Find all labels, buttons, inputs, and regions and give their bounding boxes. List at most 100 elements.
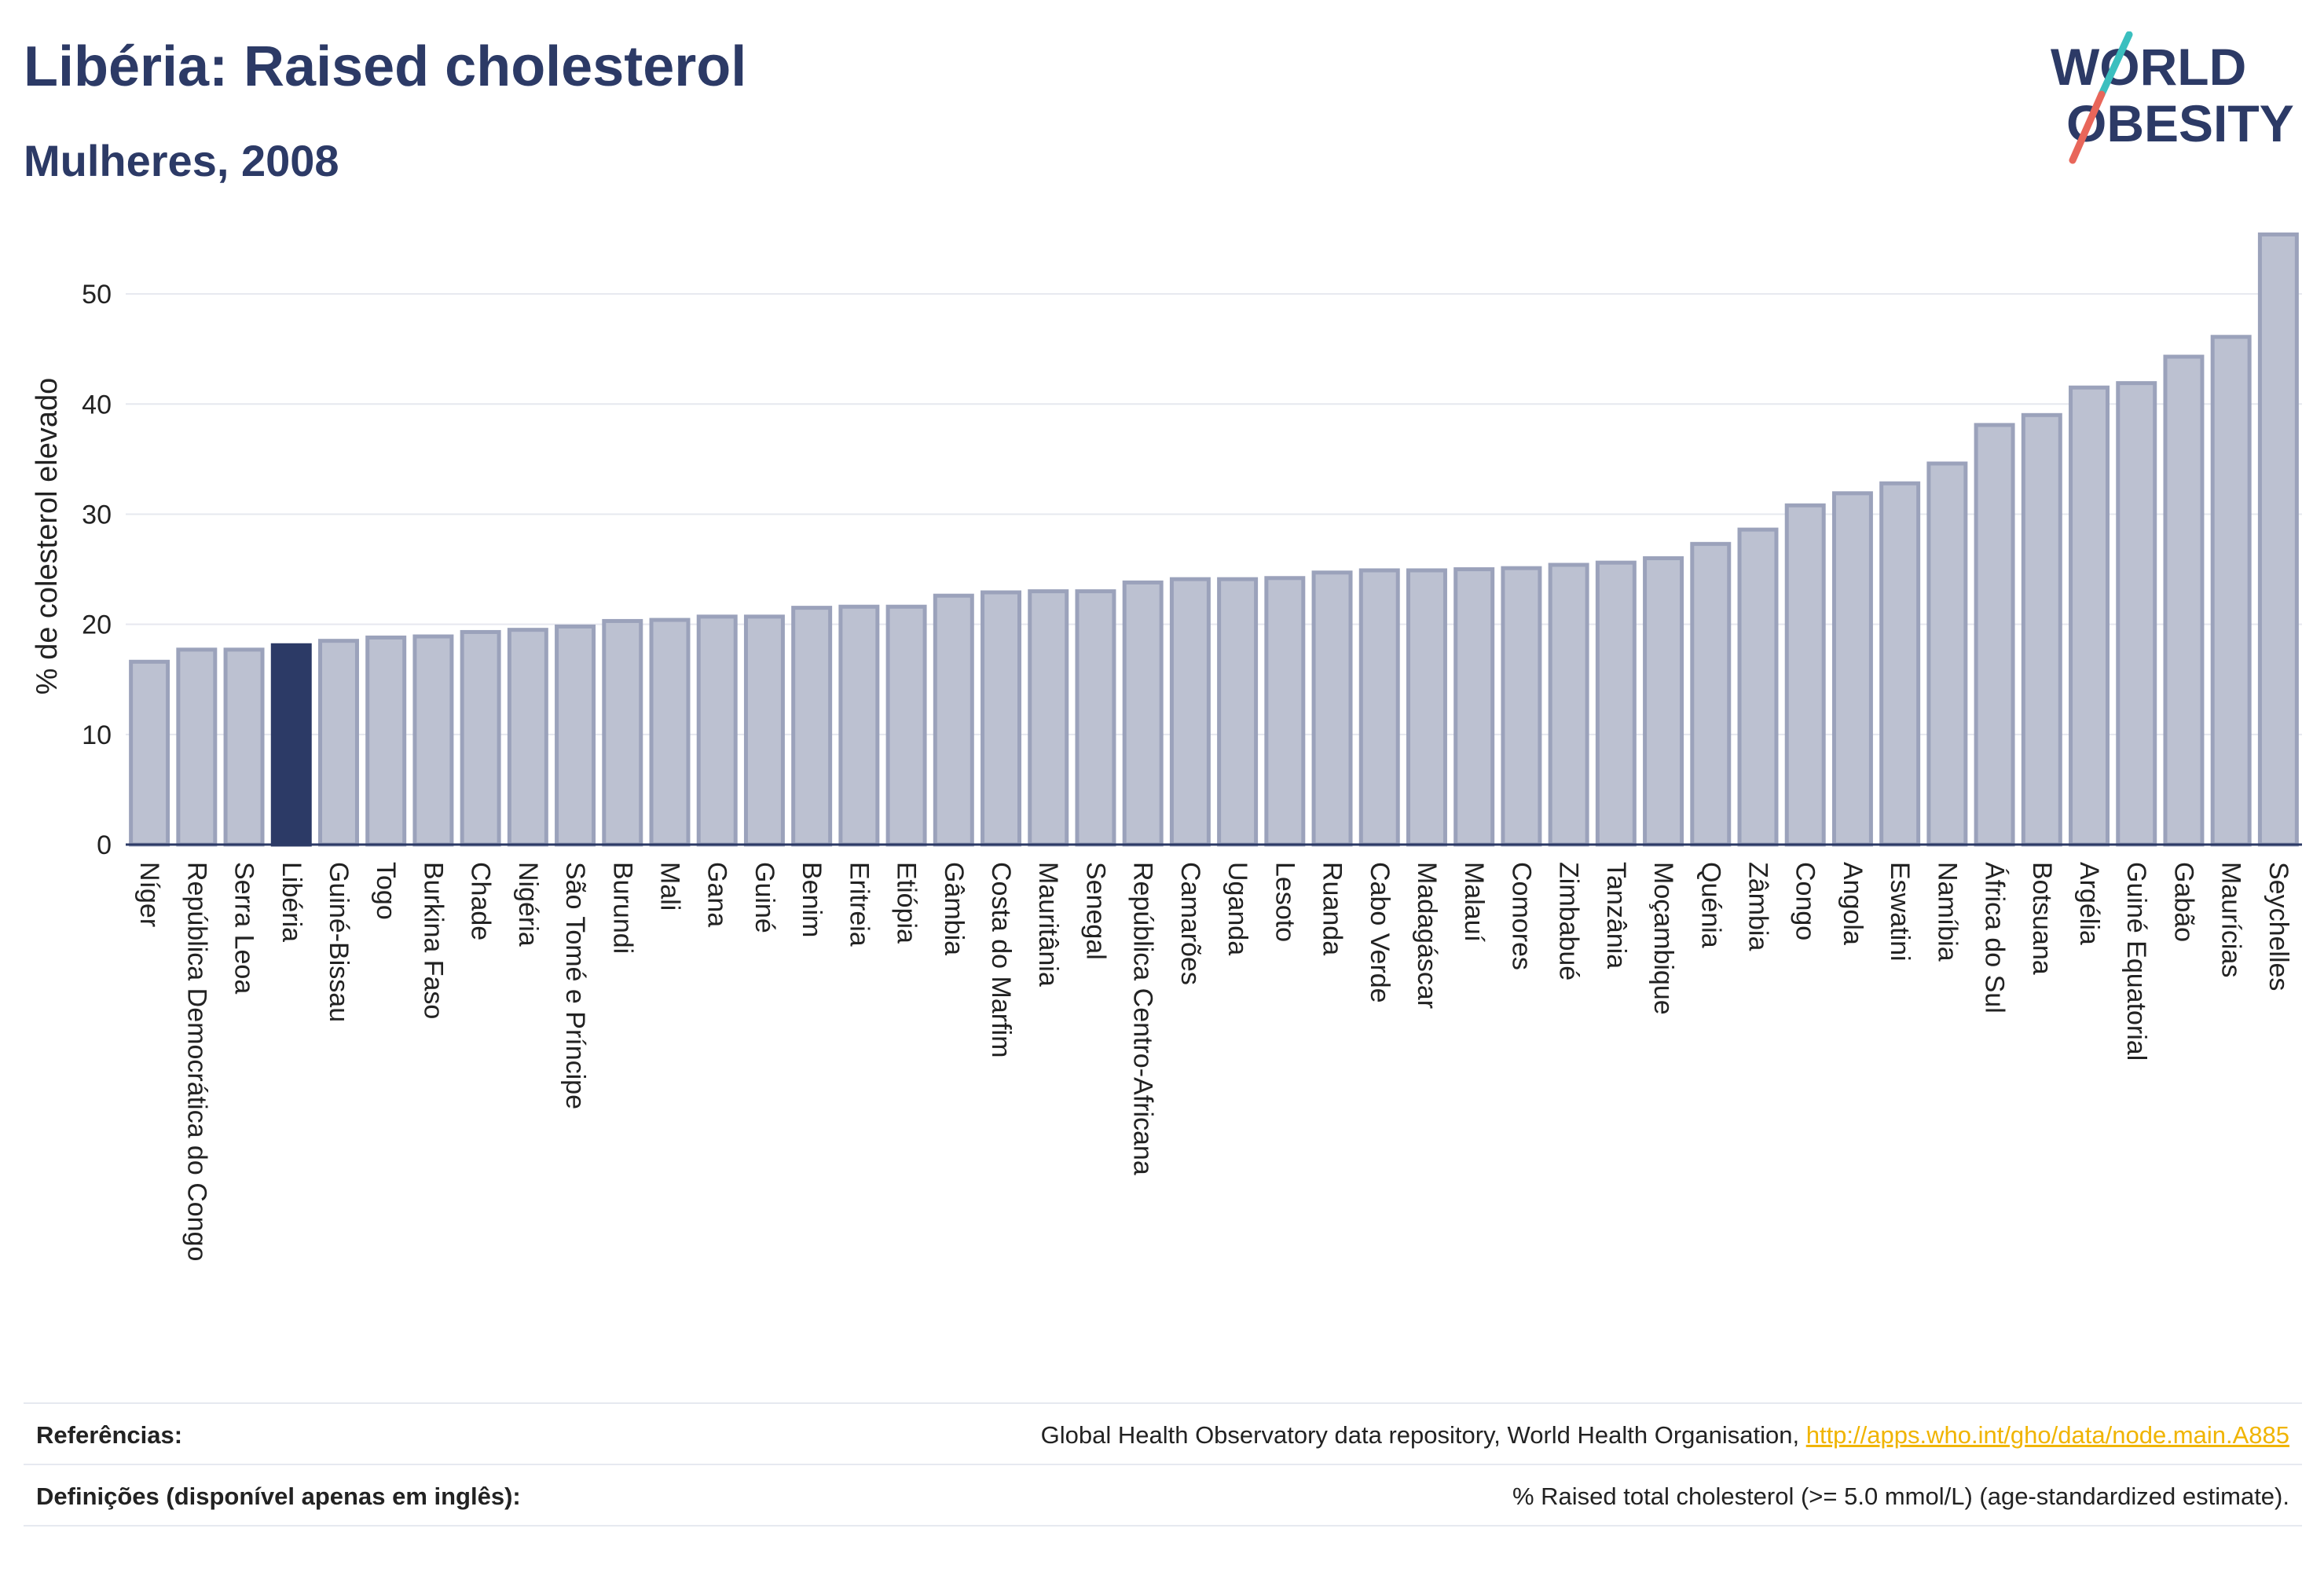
bar-rep-blica-centro-africana[interactable]: [1122, 580, 1164, 847]
bar-gana[interactable]: [696, 614, 738, 847]
x-tick-label: Zimbabué: [1554, 862, 1584, 980]
x-tick-label: Etiópia: [892, 862, 922, 944]
x-tick-label: Seychelles: [2264, 862, 2293, 991]
bar-n-ger[interactable]: [129, 659, 170, 847]
bar-mo-ambique[interactable]: [1643, 556, 1684, 847]
bar-eti-pia[interactable]: [885, 604, 927, 847]
references-link[interactable]: http://apps.who.int/gho/data/node.main.A…: [1805, 1421, 2289, 1449]
x-tick-label: Congo: [1791, 862, 1820, 940]
x-tick-label: Argélia: [2074, 862, 2104, 945]
bar-camar-es[interactable]: [1169, 577, 1211, 847]
bar-senegal[interactable]: [1075, 589, 1116, 847]
x-tick-label: Guiné-Bissau: [324, 862, 354, 1022]
bar-mali[interactable]: [649, 618, 691, 847]
page-title: Libéria: Raised cholesterol: [24, 35, 747, 98]
bar-chart: 0 10 20 30 40 50 % de colesterol elevado Níger…: [31, 232, 2302, 1261]
bar-chade[interactable]: [460, 629, 501, 847]
x-tick-label: Maurícias: [2216, 862, 2246, 977]
definitions-label: Definições (disponível apenas em inglês)…: [36, 1483, 521, 1510]
bar-zimbabu-[interactable]: [1548, 563, 1589, 847]
logo-slash-bottom: [2069, 90, 2106, 164]
definitions-value: % Raised total cholesterol (>= 5.0 mmol/…: [1512, 1483, 2289, 1510]
x-tick-label: Comores: [1506, 862, 1536, 970]
y-tick-label: 20: [82, 610, 112, 640]
bar-nig-ria[interactable]: [507, 628, 548, 847]
world-obesity-logo[interactable]: WORLD OBESITY: [2043, 31, 2302, 173]
bar-madag-scar[interactable]: [1406, 568, 1447, 847]
y-tick-label: 40: [82, 390, 112, 420]
x-tick-label: Nigéria: [513, 862, 543, 947]
logo-line2: OBESITY: [2066, 94, 2294, 152]
bar-togo[interactable]: [365, 635, 407, 847]
bar-uganda[interactable]: [1217, 577, 1259, 847]
logo-line1: WORLD: [2051, 38, 2246, 96]
bar-guin-equatorial[interactable]: [2116, 381, 2157, 847]
x-tick-label: Eswatini: [1885, 862, 1915, 962]
bar-eritreia[interactable]: [838, 604, 880, 847]
x-tick-label: Cabo Verde: [1365, 862, 1395, 1003]
x-tick-label: Namíbia: [1932, 862, 1962, 962]
bar-gab-o[interactable]: [2163, 354, 2205, 847]
bar-maur-cias[interactable]: [2210, 335, 2252, 847]
x-tick-label: Serra Leoa: [229, 862, 259, 994]
logo-slash-top: [2098, 31, 2133, 98]
bar-malau-[interactable]: [1453, 567, 1495, 847]
bar-lesoto[interactable]: [1264, 576, 1306, 847]
x-tick-label: São Tomé e Príncipe: [560, 862, 590, 1109]
bar-ruanda[interactable]: [1311, 570, 1353, 847]
references-row: Referências: Global Health Observatory d…: [24, 1402, 2302, 1465]
bar-arg-lia[interactable]: [2069, 385, 2110, 847]
bar-g-mbia[interactable]: [933, 593, 974, 847]
bar-congo[interactable]: [1784, 503, 1826, 847]
bar-nam-bia[interactable]: [1926, 461, 1968, 847]
x-tick-label: Mali: [655, 862, 685, 911]
bar-eswatini[interactable]: [1879, 481, 1921, 847]
bar-burkina-faso[interactable]: [412, 634, 454, 847]
bar-serra-leoa[interactable]: [223, 647, 265, 847]
bar-lib-ria[interactable]: [270, 643, 312, 847]
bar-tanz-nia[interactable]: [1595, 560, 1637, 847]
x-tick-label: Mauritânia: [1033, 862, 1063, 987]
x-tick-label: Madagáscar: [1412, 862, 1442, 1009]
bar-botsuana[interactable]: [2021, 412, 2062, 847]
bar-rep-blica-democr-tica-do-congo[interactable]: [176, 647, 218, 847]
y-tick-label: 30: [82, 500, 112, 530]
definitions-row: Definições (disponível apenas em inglês)…: [24, 1464, 2302, 1527]
bar-z-mbia[interactable]: [1737, 527, 1779, 847]
bar-burundi[interactable]: [602, 618, 643, 847]
bar-benim[interactable]: [791, 606, 833, 847]
x-tick-label: Moçambique: [1648, 862, 1678, 1015]
x-tick-label: Gana: [702, 862, 732, 927]
page-subtitle: Mulheres, 2008: [24, 136, 339, 185]
x-tick-label: Gâmbia: [939, 862, 969, 955]
x-tick-label: Níger: [134, 862, 164, 927]
x-tick-label: Uganda: [1222, 862, 1252, 955]
category-labels: Níger República Democrática do Congo Serra…: [134, 862, 2293, 1261]
references-value: Global Health Observatory data repositor…: [1041, 1421, 2289, 1450]
bar--frica-do-sul[interactable]: [1974, 423, 2015, 847]
bar-angola[interactable]: [1831, 491, 1873, 847]
bar-cabo-verde[interactable]: [1358, 568, 1400, 847]
x-tick-label: Ruanda: [1318, 862, 1347, 955]
bar-qu-nia[interactable]: [1690, 541, 1732, 847]
bar-s-o-tom-e-pr-ncipe[interactable]: [555, 624, 596, 847]
y-tick-label: 0: [97, 830, 112, 860]
x-tick-label: África do Sul: [1980, 862, 2010, 1013]
x-tick-label: Quénia: [1695, 862, 1725, 948]
x-tick-label: Guiné: [750, 862, 779, 933]
bar-comores[interactable]: [1501, 566, 1542, 847]
bar-guin-bissau[interactable]: [317, 639, 359, 847]
footer-divider: [24, 1525, 2302, 1527]
x-tick-label: Burkina Faso: [418, 862, 448, 1019]
bar-maurit-nia[interactable]: [1028, 589, 1069, 847]
bar-guin-[interactable]: [743, 614, 785, 847]
y-tick-label: 50: [82, 280, 112, 310]
x-tick-label: Malauí: [1459, 862, 1489, 943]
x-tick-label: Guiné Equatorial: [2121, 862, 2151, 1061]
x-tick-label: Senegal: [1080, 862, 1110, 960]
bar-seychelles[interactable]: [2257, 232, 2299, 847]
bar-costa-do-marfim[interactable]: [981, 590, 1022, 847]
x-tick-label: Chade: [466, 862, 496, 940]
y-axis-label: % de colesterol elevado: [31, 378, 64, 695]
axes: 0 10 20 30 40 50 % de colesterol elevado: [31, 280, 2302, 860]
